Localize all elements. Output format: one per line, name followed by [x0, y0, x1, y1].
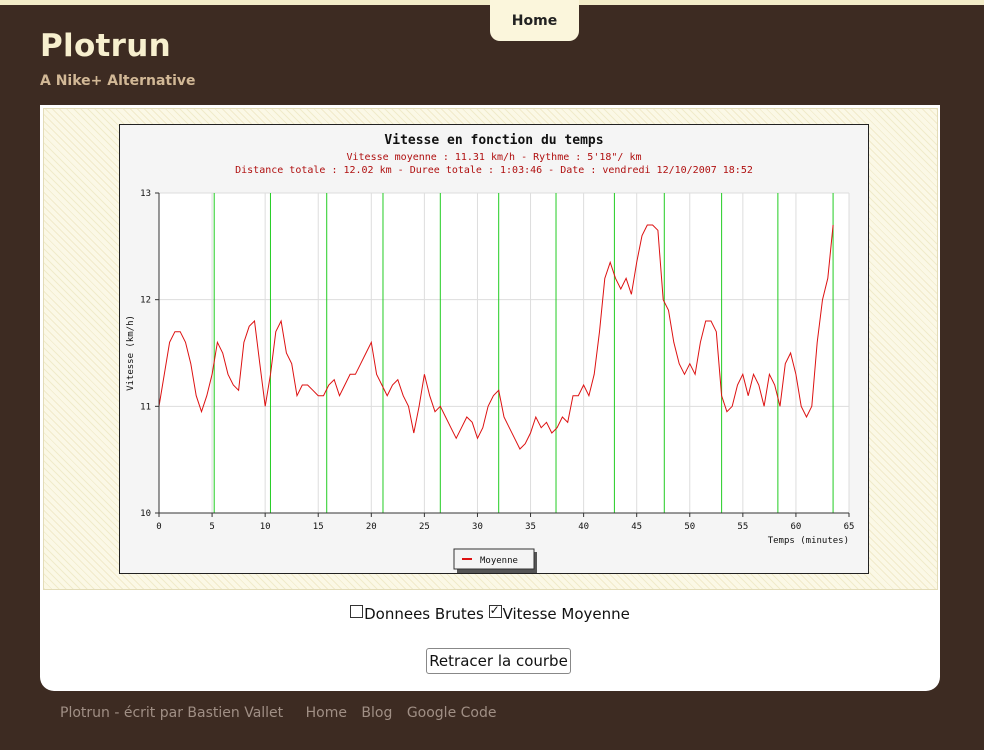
site-tagline: A Nike+ Alternative: [40, 73, 196, 89]
x-tick-label: 5: [209, 522, 214, 532]
chart-title: Vitesse en fonction du temps: [384, 133, 603, 148]
raw-data-option[interactable]: Donnees Brutes: [350, 605, 484, 623]
main-panel: Vitesse en fonction du temps Vitesse moy…: [40, 105, 940, 691]
x-tick-label: 10: [260, 522, 271, 532]
avg-speed-option[interactable]: ✓ Vitesse Moyenne: [488, 603, 630, 623]
x-tick-label: 35: [525, 522, 536, 532]
footer: Plotrun - écrit par Bastien Vallet Home …: [60, 705, 506, 721]
y-axis-label: Vitesse (km/h): [126, 315, 136, 391]
x-tick-label: 55: [737, 522, 748, 532]
plot-area: [159, 193, 849, 513]
series-layer: [158, 224, 834, 450]
chart-frame: Vitesse en fonction du temps Vitesse moy…: [43, 108, 938, 590]
raw-data-checkbox[interactable]: [350, 605, 364, 618]
nav-tab-home[interactable]: Home: [490, 0, 579, 41]
x-tick-label: 50: [684, 522, 695, 532]
legend: Moyenne: [453, 548, 537, 573]
curve-options: Donnees Brutes ✓ Vitesse Moyenne: [40, 603, 940, 623]
x-tick-label: 0: [156, 522, 161, 532]
y-tick-label: 11: [140, 402, 151, 412]
chart-subtitle-2: Distance totale : 12.02 km - Duree total…: [235, 165, 753, 176]
avg-speed-checkbox[interactable]: ✓: [488, 603, 502, 618]
x-tick-label: 30: [472, 522, 483, 532]
y-tick-label: 10: [140, 509, 151, 519]
series-line-moyenne: [158, 224, 834, 450]
footer-link-blog[interactable]: Blog: [361, 705, 393, 721]
x-tick-label: 60: [791, 522, 802, 532]
grid: [158, 192, 850, 514]
y-tick-label: 12: [140, 296, 151, 306]
legend-label-moyenne: Moyenne: [480, 556, 518, 566]
avg-speed-label: Vitesse Moyenne: [502, 605, 630, 623]
footer-credit: Plotrun - écrit par Bastien Vallet: [60, 705, 284, 721]
x-tick-label: 65: [844, 522, 855, 532]
x-tick-label: 20: [366, 522, 377, 532]
chart-subtitle-1: Vitesse moyenne : 11.31 km/h - Rythme : …: [346, 152, 641, 163]
x-axis-label: Temps (minutes): [768, 536, 849, 546]
x-tick-label: 25: [419, 522, 430, 532]
footer-link-home[interactable]: Home: [305, 705, 347, 721]
redraw-button[interactable]: Retracer la courbe: [426, 648, 571, 674]
x-tick-label: 40: [578, 522, 589, 532]
site-title: Plotrun: [40, 28, 171, 64]
chart-svg: Vitesse en fonction du temps Vitesse moy…: [126, 133, 854, 573]
km-markers: [213, 193, 834, 513]
footer-link-google-code[interactable]: Google Code: [406, 705, 497, 721]
x-tick-label: 15: [313, 522, 324, 532]
y-tick-label: 13: [140, 189, 151, 199]
raw-data-label: Donnees Brutes: [364, 605, 484, 623]
check-mark-icon: ✓: [489, 603, 500, 617]
ticks: 0 5 10 15 20 25 30 35 40 45 50 55 60 65 10 11 12 13: [140, 189, 854, 532]
chart: Vitesse en fonction du temps Vitesse moy…: [119, 124, 869, 574]
x-tick-label: 45: [631, 522, 642, 532]
